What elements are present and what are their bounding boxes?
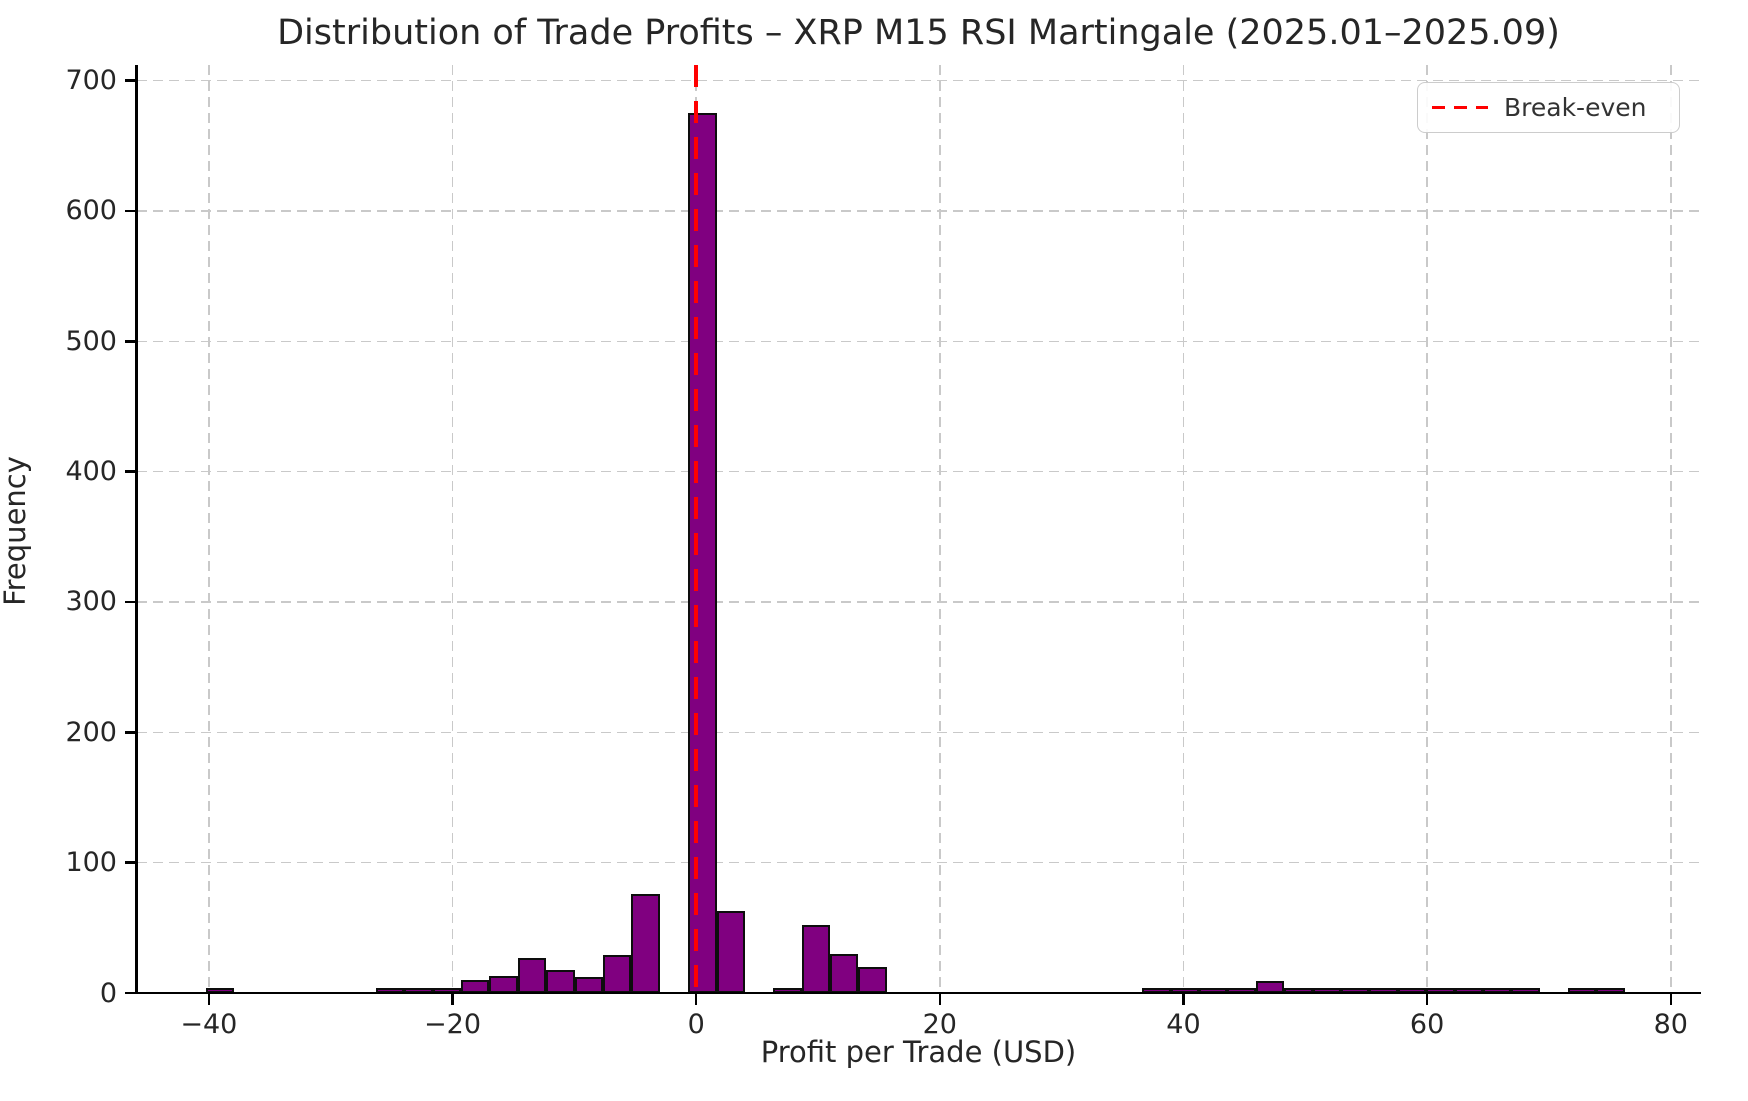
- histogram-bar: [602, 955, 632, 993]
- histogram-bar: [546, 969, 575, 993]
- x-tick-mark: [1182, 994, 1185, 1005]
- x-gridline: [1669, 65, 1672, 993]
- x-tick-mark: [938, 994, 942, 1005]
- breakeven-dashed-line-sample: [1432, 105, 1488, 110]
- histogram-bar: [631, 893, 660, 993]
- x-tick-label: −40: [180, 1009, 238, 1040]
- x-gridline: [208, 65, 210, 993]
- y-tick-label: 700: [65, 65, 117, 97]
- x-tick-mark: [1425, 994, 1429, 1005]
- chart-title: Distribution of Trade Profits – XRP M15 …: [277, 13, 1560, 53]
- x-gridline: [1426, 65, 1428, 993]
- y-gridline: [137, 340, 1700, 343]
- y-tick-mark: [125, 79, 136, 82]
- grid-layer: [137, 65, 1700, 994]
- legend-label: Break-even: [1504, 93, 1647, 122]
- x-tick-label: 60: [1409, 1009, 1445, 1040]
- y-tick-label: 200: [65, 716, 117, 748]
- x-tick-mark: [207, 994, 211, 1005]
- x-tick-mark: [451, 994, 454, 1005]
- bars-layer: [137, 65, 1700, 993]
- histogram-bar: [688, 113, 717, 993]
- y-tick-mark: [125, 991, 136, 995]
- x-gridline: [451, 65, 454, 993]
- histogram-bar: [858, 966, 887, 993]
- histogram-bar: [801, 925, 831, 993]
- legend: Break-even: [1417, 82, 1680, 133]
- y-tick-label: 500: [65, 325, 117, 357]
- x-axis-label: Profit per Trade (USD): [760, 1035, 1077, 1069]
- y-gridline: [137, 210, 1700, 212]
- y-tick-mark: [125, 209, 136, 213]
- y-tick-label: 300: [65, 586, 117, 618]
- x-tick-label: 80: [1653, 1009, 1688, 1040]
- y-axis-spine: [135, 65, 138, 993]
- x-axis-spine: [135, 991, 1701, 994]
- x-gridline: [939, 65, 941, 993]
- x-tick-mark: [694, 994, 698, 1005]
- y-tick-mark: [125, 731, 136, 734]
- x-tick-mark: [1669, 994, 1672, 1005]
- y-gridline: [137, 470, 1700, 473]
- plot-area: [137, 65, 1700, 994]
- y-gridline: [137, 861, 1700, 864]
- y-gridline: [137, 601, 1700, 603]
- y-tick-mark: [125, 861, 136, 864]
- x-tick-label: 0: [687, 1009, 705, 1040]
- y-tick-label: 100: [65, 847, 117, 879]
- histogram-bar: [517, 957, 547, 993]
- y-tick-label: 600: [65, 195, 117, 227]
- y-axis-label: Frequency: [0, 456, 32, 606]
- y-gridline: [137, 79, 1700, 82]
- x-gridline: [1182, 65, 1185, 993]
- y-gridline: [137, 731, 1700, 734]
- histogram-bar: [716, 910, 745, 993]
- x-tick-label: 20: [922, 1009, 957, 1040]
- y-tick-mark: [125, 340, 136, 343]
- histogram-bar: [489, 976, 518, 993]
- y-tick-label: 400: [65, 456, 117, 488]
- y-tick-mark: [125, 600, 136, 604]
- histogram-bar: [830, 953, 859, 993]
- y-tick-label: 0: [99, 977, 117, 1009]
- x-tick-label: −20: [424, 1009, 481, 1040]
- y-tick-mark: [125, 470, 136, 473]
- breakeven-line: [694, 65, 698, 993]
- x-tick-label: 40: [1166, 1009, 1201, 1040]
